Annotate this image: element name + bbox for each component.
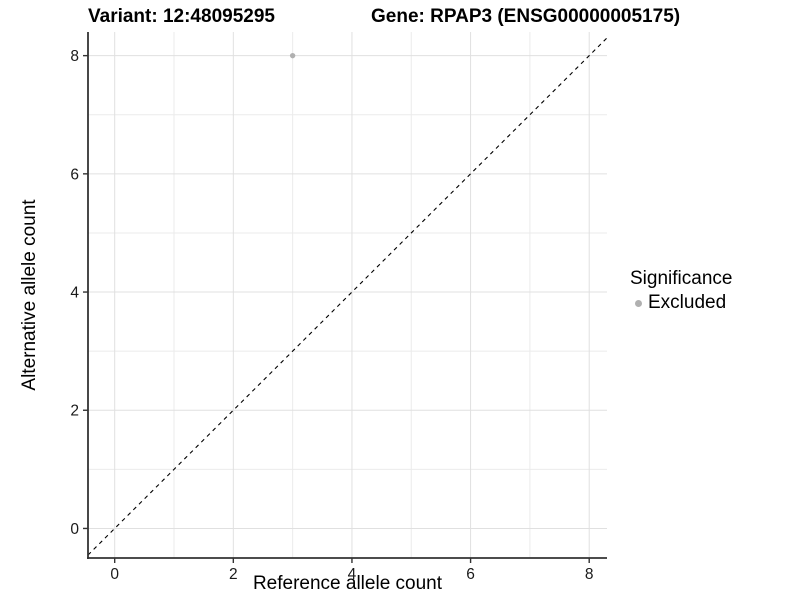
y-tick-label: 0	[70, 521, 79, 538]
y-tick-label: 6	[70, 166, 79, 183]
plot-title-variant: Variant: 12:48095295	[88, 6, 275, 27]
legend-item-excluded: Excluded	[630, 292, 732, 314]
x-tick-label: 0	[110, 566, 119, 583]
excluded-point-icon	[635, 299, 642, 307]
x-axis-label: Reference allele count	[252, 573, 443, 594]
y-tick-label: 8	[70, 48, 79, 65]
legend: Significance Excluded	[630, 268, 732, 314]
legend-title: Significance	[630, 268, 733, 289]
y-axis-label: Alternative allele count	[19, 199, 40, 391]
x-tick-label: 6	[466, 566, 475, 583]
legend-item-label: Excluded	[648, 292, 727, 313]
data-point	[289, 52, 296, 59]
x-tick-label: 4	[348, 566, 357, 583]
x-tick-label: 8	[585, 566, 594, 583]
plot-title-gene: Gene: RPAP3 (ENSG00000005175)	[371, 6, 681, 27]
x-tick-label: 2	[229, 566, 238, 583]
y-tick-label: 2	[70, 403, 79, 420]
y-tick-label: 4	[70, 285, 79, 302]
identity-dashed-line	[87, 37, 608, 556]
